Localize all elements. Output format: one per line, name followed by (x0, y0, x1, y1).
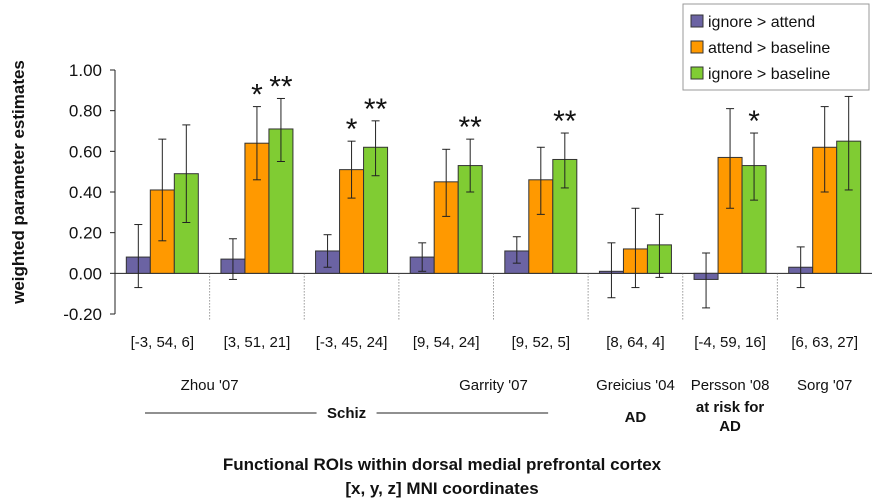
significance-marker: ** (269, 70, 293, 103)
y-tick-label: 0.60 (69, 142, 102, 161)
study-label: Greicius '04 (596, 377, 675, 394)
y-tick-label: 0.00 (69, 264, 102, 283)
legend-label: ignore > baseline (708, 66, 830, 83)
axes: -0.20 0.00 0.20 0.40 0.60 0.80 1.00 (63, 61, 872, 324)
x-axis-title-line-1: Functional ROIs within dorsal medial pre… (223, 455, 662, 474)
group-label: at risk for (696, 399, 765, 416)
bars (125, 128, 862, 280)
category-label: [8, 64, 4] (606, 334, 664, 351)
y-tick-label: 0.20 (69, 224, 102, 243)
x-axis-title-line-2: [x, y, z] MNI coordinates (345, 479, 538, 498)
y-tick-label: 0.80 (69, 102, 102, 121)
significance-marker: * (251, 79, 263, 112)
study-label: Sorg '07 (797, 377, 852, 394)
significance-marker: * (346, 113, 358, 146)
study-label: Persson '08 (691, 377, 770, 394)
category-label: [6, 63, 27] (791, 334, 858, 351)
legend-swatch (690, 66, 704, 80)
significance-marker: ** (459, 111, 483, 144)
group-label: AD (719, 418, 741, 435)
significance-marker: ** (553, 105, 577, 138)
significance-marker: ** (364, 93, 388, 126)
y-tick-label: 0.40 (69, 183, 102, 202)
significance-marker: * (748, 105, 760, 138)
study-label: Garrity '07 (459, 377, 528, 394)
category-label: [9, 54, 24] (413, 334, 480, 351)
category-label: [-3, 54, 6] (131, 334, 194, 351)
error-bars (134, 95, 853, 309)
legend-label: attend > baseline (708, 40, 830, 57)
category-labels: [-3, 54, 6] [3, 51, 21] [-3, 45, 24] [9, 54… (131, 334, 858, 351)
y-axis-title: weighted parameter estimates (9, 60, 28, 305)
bar-ignore-baseline (552, 158, 578, 274)
legend-label: ignore > attend (708, 14, 815, 31)
study-groups: Zhou '07 Garrity '07 Greicius '04 Persson '… (145, 377, 852, 435)
category-label: [9, 52, 5] (512, 334, 570, 351)
group-label: AD (625, 409, 647, 426)
y-tick-label: 1.00 (69, 61, 102, 80)
legend-swatch (690, 40, 704, 54)
study-label: Zhou '07 (181, 377, 239, 394)
significance-markers: * ******* ** * (251, 70, 760, 146)
y-tick-label: -0.20 (63, 305, 102, 324)
category-label: [-3, 45, 24] (316, 334, 388, 351)
category-label: [3, 51, 21] (224, 334, 291, 351)
legend-box (682, 3, 870, 91)
legend-swatch (690, 14, 704, 28)
category-label: [-4, 59, 16] (694, 334, 766, 351)
group-label: Schiz (327, 405, 366, 422)
legend: ignore > attend attend > baseline ignore >… (682, 3, 870, 91)
